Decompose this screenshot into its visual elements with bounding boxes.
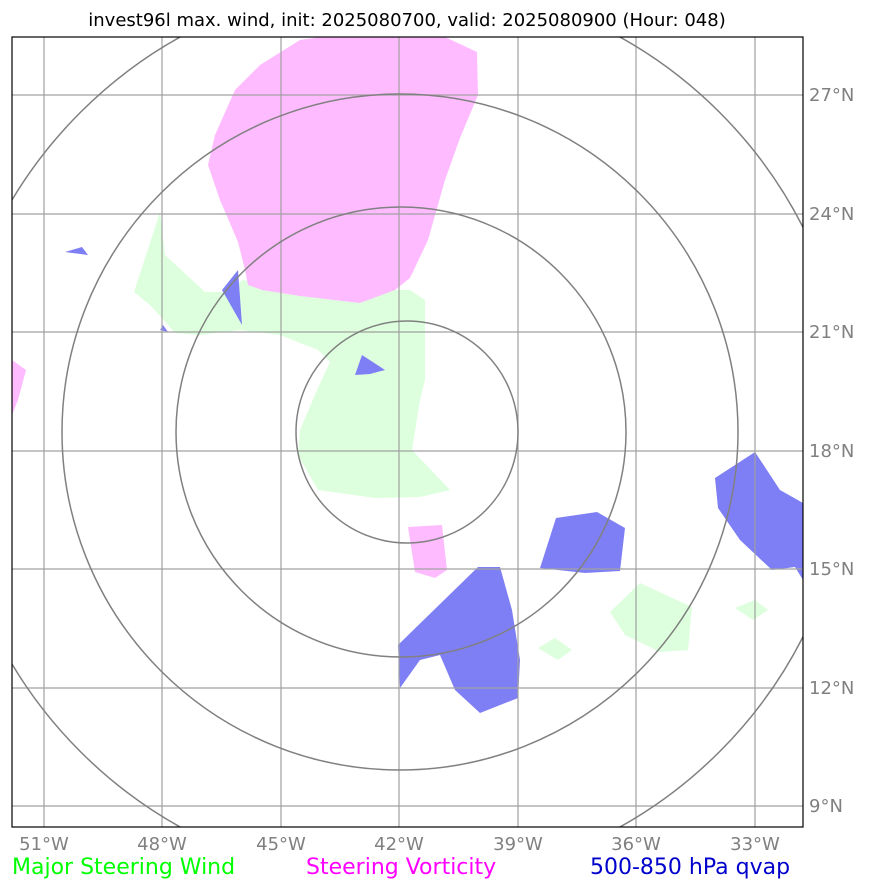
- map-frame: [11, 36, 804, 828]
- qvap-region-central: [540, 512, 625, 573]
- qvap-region-nw-1: [222, 270, 242, 325]
- lat-tick-label: 9°N: [809, 796, 843, 817]
- qvap-region-east: [715, 452, 803, 580]
- plot-area: [12, 37, 803, 827]
- legend-steering-wind: Major Steering Wind: [12, 855, 235, 880]
- lat-tick-label: 18°N: [809, 441, 854, 462]
- lon-tick-label: 39°W: [493, 834, 543, 855]
- lat-tick-label: 27°N: [809, 85, 854, 106]
- lat-tick-label: 12°N: [809, 678, 854, 699]
- qvap-region-nw-3: [160, 325, 168, 332]
- steering-vorticity-layer: [12, 37, 478, 578]
- lon-tick-label: 51°W: [19, 834, 69, 855]
- range-ring-3: [61, 93, 739, 771]
- lon-tick-label: 36°W: [611, 834, 661, 855]
- range-rings: [12, 37, 803, 827]
- qvap-region-nw-2: [65, 247, 88, 255]
- lon-tick-label: 48°W: [137, 834, 187, 855]
- legend-qvap: 500-850 hPa qvap: [590, 855, 790, 880]
- wind-region-main: [134, 212, 450, 498]
- lat-tick-labels: 27°N 24°N 21°N 18°N 15°N 12°N 9°N: [809, 85, 854, 817]
- vorticity-region-west: [12, 360, 26, 415]
- wind-region-east: [610, 583, 692, 652]
- legend: Major Steering Wind Steering Vorticity 5…: [12, 855, 790, 880]
- range-ring-1: [295, 320, 519, 544]
- wind-region-small-1: [538, 638, 572, 660]
- vorticity-region-south: [408, 525, 447, 578]
- qvap-region-south: [398, 567, 520, 713]
- lat-tick-label: 15°N: [809, 559, 854, 580]
- lon-tick-label: 45°W: [256, 834, 306, 855]
- lat-gridlines: [12, 94, 803, 807]
- lon-tick-label: 42°W: [374, 834, 424, 855]
- vorticity-region-main: [208, 37, 478, 303]
- qvap-layer: [65, 247, 803, 713]
- range-ring-2: [175, 206, 627, 658]
- lon-tick-labels: 51°W 48°W 45°W 42°W 39°W 36°W 33°W: [19, 834, 780, 855]
- lat-tick-label: 21°N: [809, 322, 854, 343]
- legend-steering-vorticity: Steering Vorticity: [306, 855, 496, 880]
- map-title: invest96l max. wind, init: 2025080700, v…: [88, 10, 725, 31]
- qvap-region-center: [355, 355, 385, 375]
- lon-gridlines: [43, 37, 756, 827]
- lat-tick-label: 24°N: [809, 204, 854, 225]
- wind-region-small-2: [735, 600, 768, 620]
- lon-tick-label: 33°W: [730, 834, 780, 855]
